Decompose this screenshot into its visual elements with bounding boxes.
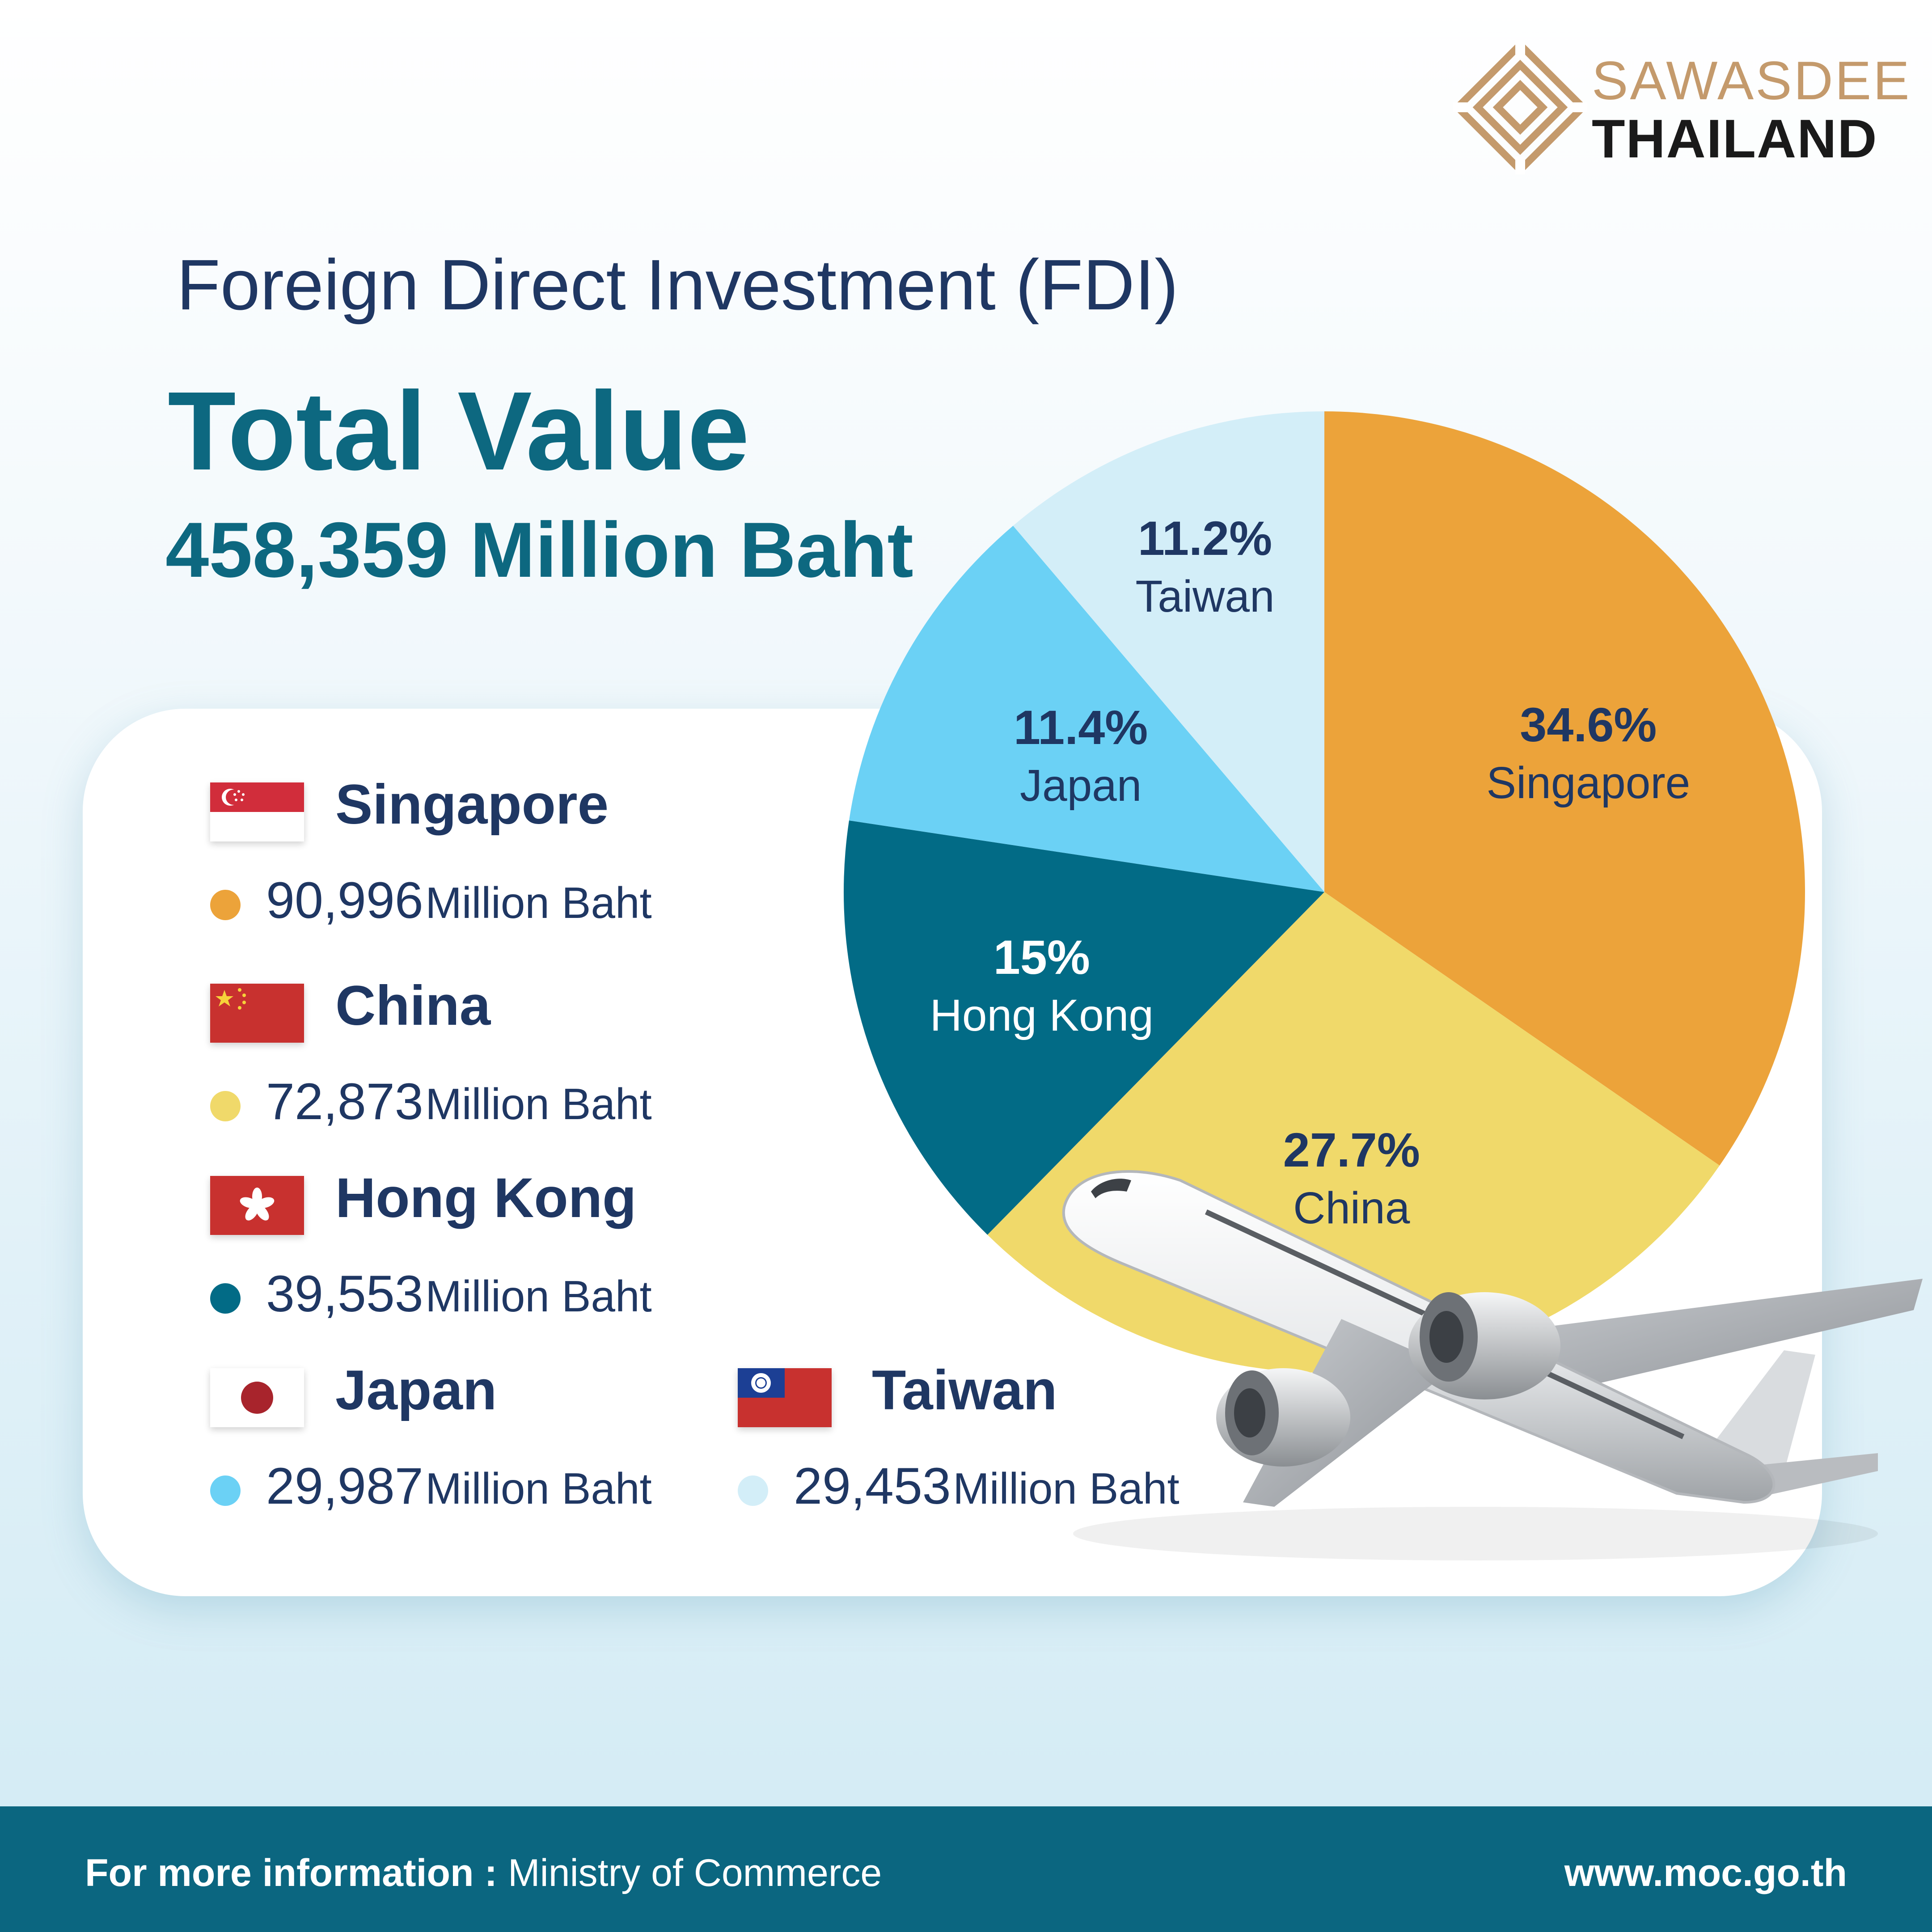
japan-flag-icon: [210, 1368, 304, 1427]
slice-percent: 11.4%: [1014, 700, 1148, 754]
amount-unit: Million Baht: [953, 1464, 1179, 1513]
hong-kong-flag-icon: [210, 1176, 304, 1235]
legend-country: China: [335, 975, 491, 1037]
legend-country: Japan: [335, 1359, 497, 1421]
footer-label: For more information :: [85, 1852, 498, 1894]
total-value: 458,359 Million Baht: [165, 507, 913, 594]
right-wing: [1467, 1279, 1923, 1399]
legend-dot: [210, 1475, 241, 1506]
right-engine: [1408, 1292, 1560, 1399]
amount-number: 29,987: [266, 1458, 423, 1515]
slice-label-japan: 11.4% Japan: [1014, 698, 1148, 815]
amount-number: 90,996: [266, 872, 423, 929]
footer-source: For more information : Ministry of Comme…: [85, 1851, 882, 1895]
slice-label-singapore: 34.6% Singapore: [1486, 696, 1690, 812]
legend-country: Singapore: [335, 774, 609, 836]
logo-line-1: SAWASDEE: [1592, 50, 1911, 111]
amount-number: 29,453: [794, 1458, 951, 1515]
slice-label-taiwan: 11.2% Taiwan: [1135, 509, 1274, 626]
legend-dot: [210, 1283, 241, 1314]
pie-slice-hong-kong: [844, 820, 1324, 1235]
slice-name: Taiwan: [1135, 571, 1275, 621]
chart-title: Total Value: [168, 368, 750, 493]
chart-subtitle: Foreign Direct Investment (FDI): [177, 245, 1179, 325]
singapore-flag-icon: [210, 782, 304, 841]
amount-unit: Million Baht: [425, 1272, 652, 1321]
legend-dot: [210, 890, 241, 920]
legend-dot: [738, 1475, 768, 1506]
slice-name: China: [1293, 1183, 1410, 1234]
sawasdee-thailand-logo: SAWASDEE THAILAND: [1453, 40, 1909, 174]
slice-label-hong-kong: 15% Hong Kong: [930, 928, 1154, 1044]
amount-number: 72,873: [266, 1073, 423, 1130]
amount-number: 39,553: [266, 1265, 423, 1323]
pie-slice-singapore: [1324, 411, 1805, 1166]
legend-country: Taiwan: [872, 1359, 1057, 1421]
amount-unit: Million Baht: [425, 878, 652, 927]
footer-url-link[interactable]: www.moc.go.th: [1564, 1852, 1847, 1894]
passenger-windows: [1205, 1209, 1685, 1439]
pie-slice-japan: [849, 525, 1324, 892]
slice-name: Japan: [1019, 760, 1142, 811]
taiwan-flag-icon: [738, 1368, 832, 1427]
slice-percent: 27.7%: [1283, 1123, 1420, 1177]
left-engine: [1216, 1368, 1350, 1467]
legend-amount: 29,987 Million Baht: [266, 1457, 652, 1516]
amount-unit: Million Baht: [425, 1079, 652, 1129]
slice-name: Singapore: [1486, 757, 1691, 808]
slice-name: Hong Kong: [930, 990, 1154, 1041]
footer-source-name: Ministry of Commerce: [497, 1852, 882, 1894]
legend-amount: 29,453 Million Baht: [794, 1457, 1179, 1516]
cockpit-window: [1091, 1179, 1131, 1198]
footer-bar: For more information : Ministry of Comme…: [0, 1806, 1932, 1932]
pie-slice-taiwan: [1013, 411, 1324, 892]
logo-line-2: THAILAND: [1592, 108, 1878, 169]
legend-amount: 90,996 Million Baht: [266, 871, 652, 930]
legend-dot: [210, 1091, 241, 1121]
slice-label-china: 27.7% China: [1283, 1121, 1420, 1237]
legend-amount: 72,873 Million Baht: [266, 1072, 652, 1131]
legend-amount: 39,553 Million Baht: [266, 1264, 652, 1323]
airplane-shadow: [1073, 1507, 1878, 1560]
china-flag-icon: [210, 984, 304, 1043]
diamond-knot-icon: [1453, 40, 1587, 174]
slice-percent: 34.6%: [1520, 697, 1657, 752]
slice-percent: 11.2%: [1137, 511, 1272, 565]
slice-percent: 15%: [993, 930, 1090, 985]
amount-unit: Million Baht: [425, 1464, 652, 1513]
legend-country: Hong Kong: [335, 1167, 637, 1229]
